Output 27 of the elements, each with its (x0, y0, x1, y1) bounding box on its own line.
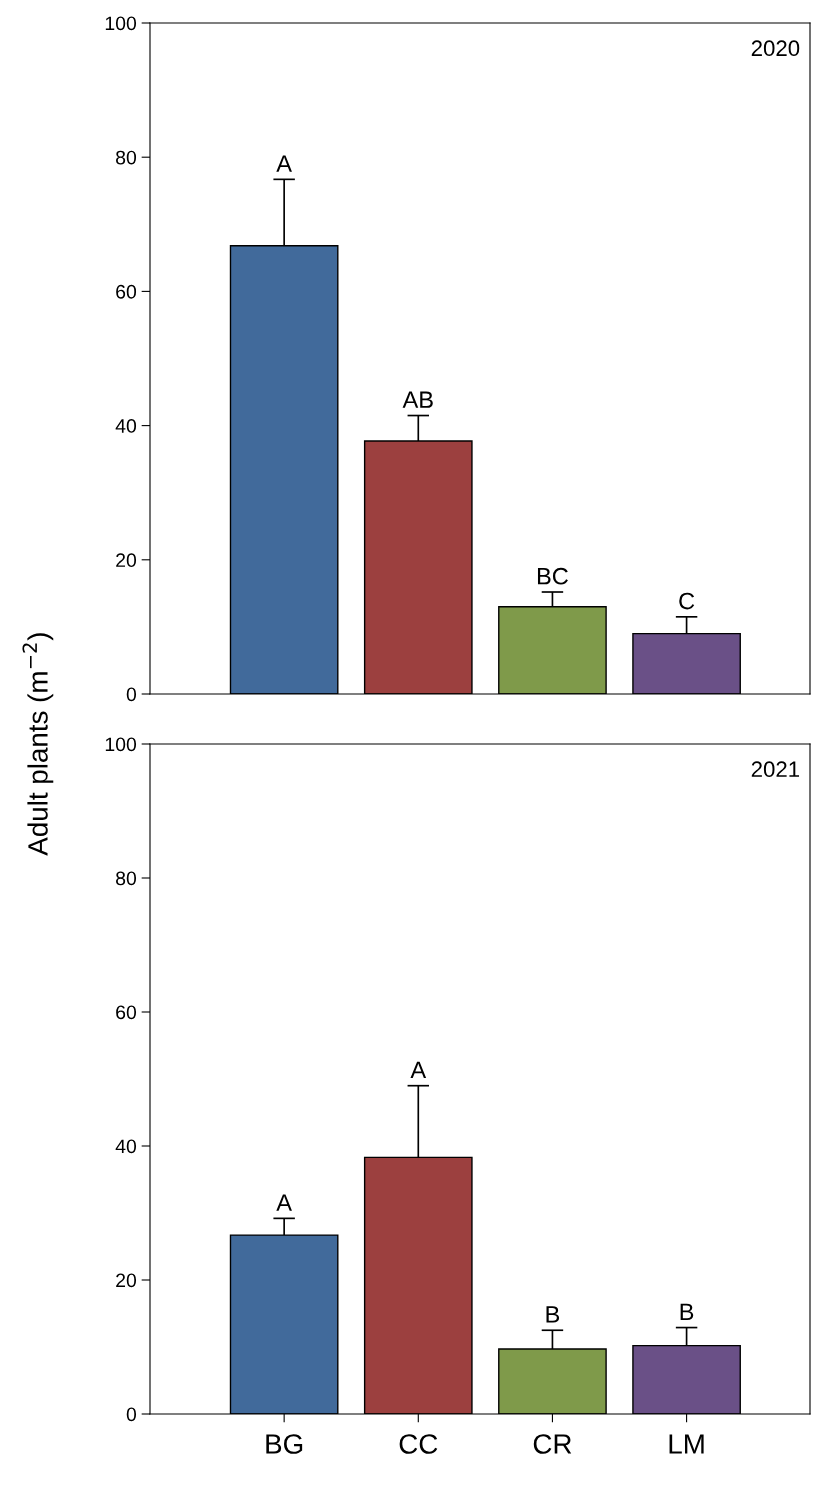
y-axis-title: Adult plants (m$^{−2}$) (22, 633, 54, 856)
y-tick-label: 60 (116, 284, 137, 299)
y-tick-label: 0 (126, 1407, 137, 1422)
y-tick-label: 20 (116, 1273, 137, 1288)
x-tick-label: CC (399, 1434, 438, 1454)
y-tick-label: 40 (115, 1139, 137, 1154)
y-tick-label: 100 (105, 16, 137, 31)
annotation: AB (402, 391, 433, 408)
annotation: A (276, 1194, 292, 1211)
text: 2020 (751, 40, 800, 57)
y-tick-label: 60 (116, 1005, 137, 1020)
annotation: C (679, 592, 695, 610)
annotation: BC (537, 567, 568, 585)
annotation: B (546, 1306, 560, 1323)
y-tick-label: 40 (115, 419, 137, 433)
x-tick-label: BG (266, 1434, 303, 1454)
annotation: A (410, 1061, 427, 1079)
annotation: A (276, 155, 292, 172)
x-tick-label: CR (533, 1434, 572, 1454)
text: 2021 (751, 761, 800, 778)
x-tick-label: LM (669, 1434, 704, 1454)
annotation: B (680, 1303, 694, 1320)
y-tick-label: 80 (116, 871, 137, 886)
y-tick-label: 0 (126, 687, 137, 702)
y-tick-label: 80 (116, 150, 137, 165)
y-tick-label: 20 (116, 553, 137, 568)
y-tick-label: 100 (105, 737, 137, 752)
